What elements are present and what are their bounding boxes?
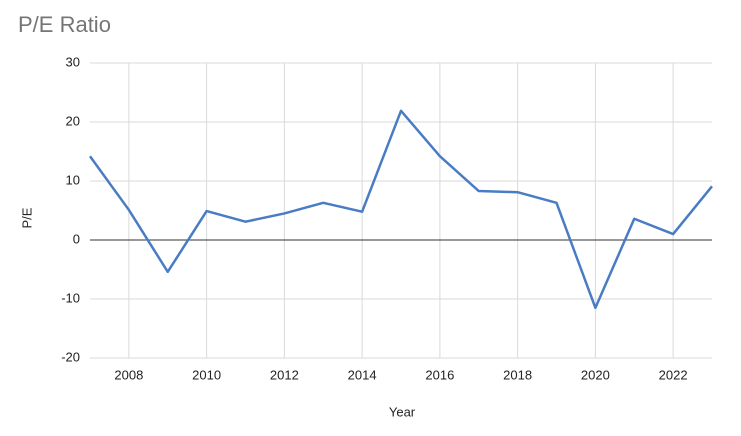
y-tick-label: -20: [61, 349, 80, 364]
y-tick-label: 10: [66, 172, 80, 187]
x-tick-label: 2016: [425, 367, 454, 382]
x-tick-label: 2014: [348, 367, 377, 382]
line-series: [88, 109, 713, 310]
x-tick-label: 2018: [503, 367, 532, 382]
chart-title: P/E Ratio: [18, 12, 111, 37]
y-axis-label: P/E: [19, 207, 34, 228]
x-tick-label: 2022: [659, 367, 688, 382]
x-tick-label: 2020: [581, 367, 610, 382]
x-tick-label: 2010: [192, 367, 221, 382]
y-tick-label: 20: [66, 113, 80, 128]
y-tick-label: -10: [61, 290, 80, 305]
x-axis-label: Year: [389, 404, 416, 419]
x-tick-label: 2008: [114, 367, 143, 382]
x-tick-label: 2012: [270, 367, 299, 382]
y-tick-label: 30: [66, 54, 80, 69]
y-tick-label: 0: [73, 231, 80, 246]
